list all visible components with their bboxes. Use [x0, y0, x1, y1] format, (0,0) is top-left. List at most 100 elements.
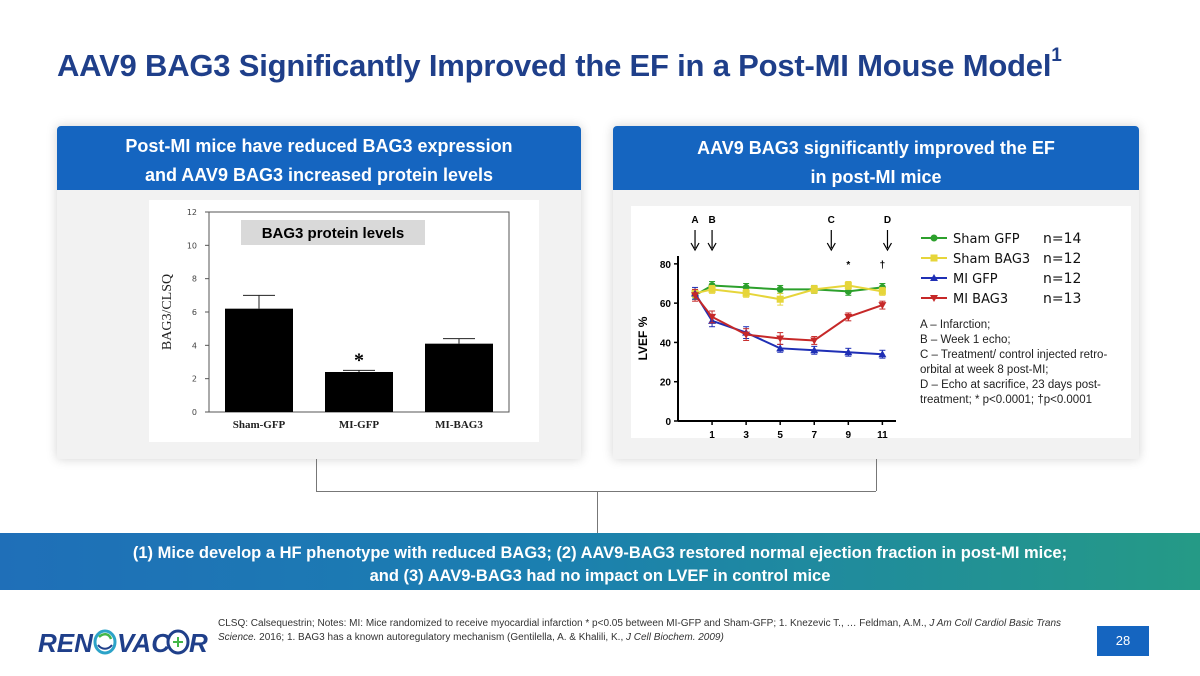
chart-note-line: B – Week 1 echo;	[920, 334, 1011, 346]
bar-y-axis-label: BAG3/CLSQ	[160, 274, 175, 350]
event-marker-a: A	[691, 215, 698, 226]
slide-title: AAV9 BAG3 Significantly Improved the EF …	[57, 44, 1062, 84]
event-arrow-head	[707, 242, 717, 252]
line-x-tick-label: 11	[877, 430, 888, 438]
bar-y-tick-label: 4	[192, 341, 197, 350]
logo-text-o2: O	[38, 626, 39, 627]
legend-n-mi-bag3: n=13	[1043, 291, 1081, 307]
series-point-sham-bag3	[844, 281, 852, 289]
logo-o-icon	[93, 629, 117, 655]
series-point-mi-bag3	[844, 313, 853, 321]
line-chart: 0204060801357911Time (weeks)LVEF %ABCD*†…	[636, 215, 1107, 455]
line-x-tick-label: 5	[777, 430, 783, 438]
line-chart-area: 0204060801357911Time (weeks)LVEF %ABCD*†…	[631, 206, 1131, 455]
line-significance-mark: *	[846, 260, 850, 271]
legend-label-sham-gfp: Sham GFP	[953, 232, 1020, 247]
series-mi-bag3	[691, 288, 887, 345]
bar-y-tick-label: 6	[192, 308, 197, 317]
bar-y-tick-label: 0	[192, 408, 197, 417]
footnote: CLSQ: Calsequestrin; Notes: MI: Mice ran…	[218, 617, 1098, 645]
event-marker-b: B	[708, 215, 715, 226]
left-panel-header: Post-MI mice have reduced BAG3 expressio…	[57, 126, 581, 190]
legend-label-sham-bag3: Sham BAG3	[953, 252, 1030, 267]
line-y-tick-label: 20	[660, 378, 672, 389]
chart-note-line: orbital at week 8 post-MI;	[920, 364, 1048, 376]
right-panel-header: AAV9 BAG3 significantly improved the EF …	[613, 126, 1139, 190]
bar-chart: 0 2 4 6 8 10 12 BAG3/CLSQ Sham-GFP MI-GFP * MI-BAG3…	[160, 208, 510, 431]
line-x-tick-label: 1	[709, 430, 715, 438]
left-panel: Post-MI mice have reduced BAG3 expressio…	[57, 126, 581, 459]
legend-n-sham-bag3: n=12	[1043, 251, 1081, 267]
banner-line2: and (3) AAV9-BAG3 had no impact on LVEF …	[369, 567, 831, 585]
connector-bottom	[316, 491, 876, 492]
series-mi-gfp	[691, 286, 887, 359]
series-point-sham-bag3	[878, 287, 886, 295]
series-point-mi-gfp	[776, 344, 785, 352]
line-y-axis-label: LVEF %	[636, 316, 650, 360]
line-y-tick-label: 80	[660, 260, 672, 271]
legend-n-sham-gfp: n=14	[1043, 231, 1082, 247]
legend-n-mi-gfp: n=12	[1043, 271, 1081, 287]
bar-y-tick-label: 8	[192, 275, 197, 284]
footnote-part1: CLSQ: Calsequestrin; Notes: MI: Mice ran…	[218, 618, 930, 629]
line-y-tick-label: 40	[660, 338, 672, 349]
conclusion-banner: (1) Mice develop a HF phenotype with red…	[0, 533, 1200, 590]
connector-right	[876, 459, 877, 491]
bar-significance-star: *	[354, 349, 364, 371]
connector-down	[597, 491, 598, 533]
series-point-mi-gfp	[810, 346, 819, 354]
series-line-mi-bag3	[694, 294, 883, 342]
title-superscript: 1	[1051, 44, 1062, 66]
series-point-mi-bag3	[691, 292, 700, 300]
left-panel-header-line1: Post-MI mice have reduced BAG3 expressio…	[125, 136, 513, 156]
event-arrow-head	[690, 242, 700, 252]
legend-label-mi-bag3: MI BAG3	[953, 292, 1008, 307]
legend-marker-mi-gfp	[930, 274, 938, 281]
right-panel: AAV9 BAG3 significantly improved the EF …	[613, 126, 1139, 459]
line-x-tick-label: 9	[846, 430, 852, 438]
bar-category-label: MI-BAG3	[435, 419, 483, 431]
event-arrow-head	[882, 242, 893, 252]
legend-label-mi-gfp: MI GFP	[953, 272, 998, 287]
footnote-journal1: J Am Coll Cardiol Basic Trans Science.	[218, 618, 1062, 643]
bar-y-tick-label: 12	[187, 208, 197, 217]
series-point-sham-gfp	[776, 285, 784, 293]
event-arrow-head	[826, 242, 836, 252]
slide-title-text: AAV9 BAG3 Significantly Improved the EF …	[57, 48, 1052, 83]
bar-category-label: MI-GFP	[339, 419, 380, 431]
legend-marker-mi-bag3	[930, 295, 938, 302]
bar-y-tick-label: 2	[192, 375, 197, 384]
logo-text-right: R	[189, 628, 208, 658]
chart-note-line: C – Treatment/ control injected retro-	[920, 349, 1107, 361]
series-point-mi-bag3	[878, 302, 887, 310]
bar-title-box	[241, 220, 425, 245]
event-marker-d: D	[884, 215, 891, 226]
series-point-mi-bag3	[810, 337, 819, 345]
bar-sham-gfp	[225, 308, 293, 412]
bar-mi-gfp	[325, 372, 393, 412]
page-number: 28	[1097, 626, 1149, 656]
legend-marker-sham-bag3	[930, 254, 938, 262]
logo-text-o: O	[38, 626, 39, 627]
series-point-mi-bag3	[742, 331, 751, 339]
series-point-mi-bag3	[776, 335, 785, 343]
right-panel-header-line2: in post-MI mice	[810, 167, 942, 187]
bar-mi-bag3	[425, 343, 493, 412]
chart-note-line: D – Echo at sacrifice, 23 days post-	[920, 379, 1101, 391]
logo-o2-icon	[166, 629, 190, 655]
series-line-sham-bag3	[694, 284, 883, 301]
line-x-tick-label: 3	[743, 430, 749, 438]
left-panel-header-line2: and AAV9 BAG3 increased protein levels	[144, 165, 494, 185]
series-point-mi-gfp	[878, 350, 887, 358]
chart-note-line: treatment; * p<0.0001; †p<0.0001	[920, 394, 1092, 406]
line-y-tick-label: 60	[660, 299, 672, 310]
series-line-mi-gfp	[694, 292, 883, 356]
series-point-sham-bag3	[810, 285, 818, 293]
bar-chart-area: 0 2 4 6 8 10 12 BAG3/CLSQ Sham-GFP MI-GFP * MI-BAG3…	[149, 200, 539, 442]
series-point-sham-bag3	[776, 295, 784, 303]
bar-category-label: Sham-GFP	[233, 419, 286, 431]
banner-line1: (1) Mice develop a HF phenotype with red…	[132, 544, 1068, 562]
logo-text-left: REN	[38, 628, 94, 658]
bar-chart-title: BAG3 protein levels	[262, 225, 405, 242]
